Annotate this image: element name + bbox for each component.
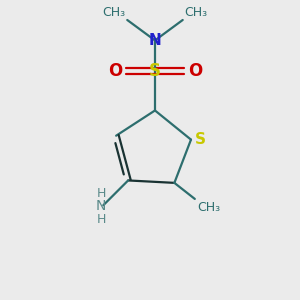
Text: O: O xyxy=(108,62,122,80)
Text: S: S xyxy=(195,132,206,147)
Text: O: O xyxy=(188,62,202,80)
Text: H: H xyxy=(96,213,106,226)
Text: S: S xyxy=(149,62,161,80)
Text: N: N xyxy=(148,33,161,48)
Text: CH₃: CH₃ xyxy=(184,5,207,19)
Text: CH₃: CH₃ xyxy=(103,5,126,19)
Text: H: H xyxy=(96,187,106,200)
Text: CH₃: CH₃ xyxy=(198,201,221,214)
Text: N: N xyxy=(96,199,106,213)
